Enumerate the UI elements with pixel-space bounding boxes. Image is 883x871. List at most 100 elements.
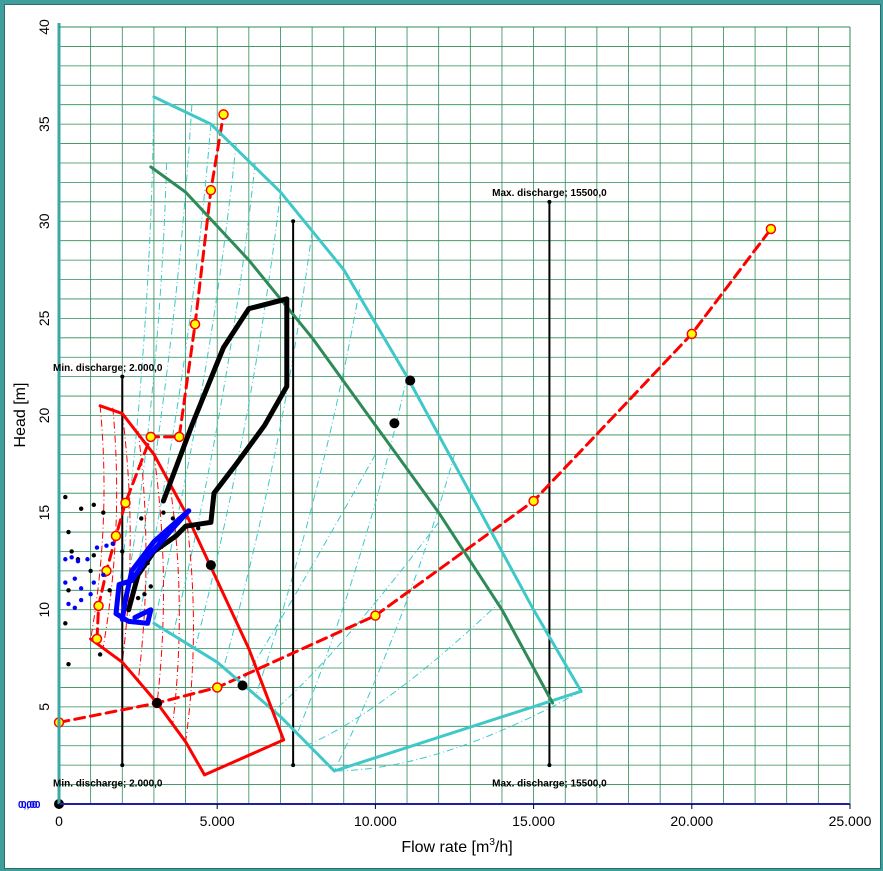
envelope-outer	[152, 95, 583, 693]
y-tick-label: 25	[36, 310, 52, 326]
speed-curve	[223, 230, 313, 669]
discharge-limit-end	[291, 763, 296, 768]
system-curve-marker	[93, 600, 104, 612]
labels: Flow rate [m3/h] Head [m] 0 5.000 10.000 15…	[12, 19, 872, 856]
operating-point-small	[161, 510, 166, 515]
operating-point-small	[145, 560, 150, 566]
x-tick-label: 5.000	[200, 813, 235, 829]
operating-point-small	[66, 529, 71, 535]
operating-point-small	[91, 502, 97, 508]
measured-point	[94, 545, 100, 550]
system-curve-marker	[218, 109, 229, 120]
y-tick-label: 15	[36, 505, 52, 521]
gridlines	[59, 27, 850, 804]
speed-curve	[254, 289, 361, 698]
measured-point	[110, 541, 115, 546]
operating-point-small	[142, 592, 147, 597]
x-tick-label: 25.000	[829, 813, 872, 829]
operating-point-small	[170, 516, 176, 521]
y-tick-label: 5	[36, 703, 52, 711]
speed-curve	[121, 413, 131, 663]
system-curve-marker	[528, 495, 539, 507]
system-curve-steep	[95, 112, 225, 641]
system-curve-marker	[110, 530, 122, 542]
measured-point	[85, 557, 90, 562]
operating-point-small	[63, 621, 68, 626]
system-curve-marker	[205, 184, 217, 196]
y-axis-title: Head [m]	[12, 383, 29, 448]
operating-point	[205, 560, 216, 571]
speed-curve	[334, 690, 582, 772]
speed-curve	[194, 192, 281, 649]
origin-label-x: 0,00	[18, 800, 38, 811]
operating-point-small	[135, 595, 141, 601]
operating-point	[405, 375, 416, 386]
measured-point	[88, 592, 93, 597]
discharge-limit-end	[547, 763, 552, 768]
y-tick-label: 20	[36, 408, 52, 424]
discharge-annotation: Max. discharge; 15500,0	[492, 779, 607, 790]
x-tick-label: 0	[55, 813, 63, 829]
discharge-limit-end	[120, 374, 125, 379]
system-curve-marker	[765, 223, 777, 235]
chart-frame: Flow rate [m3/h] Head [m] 0 5.000 10.000 15…	[4, 4, 881, 869]
measured-point	[69, 555, 74, 560]
operating-point-small	[107, 588, 112, 593]
speed-curve	[185, 512, 194, 742]
measured-point	[63, 557, 68, 562]
speed-curve	[153, 454, 164, 704]
measured-point	[101, 572, 106, 577]
system-curve-marker	[686, 328, 698, 340]
measured-point	[78, 597, 84, 603]
measured-point	[75, 558, 81, 564]
system-curve-marker	[173, 431, 185, 443]
operating-loop	[126, 296, 290, 613]
operating-point-small	[97, 652, 103, 657]
y-tick-label: 30	[36, 213, 52, 229]
speed-curve	[121, 162, 168, 618]
speed-curve	[273, 522, 440, 712]
discharge-annotation: Min. discharge; 2.000,0	[53, 363, 163, 374]
discharge-limit-end	[120, 763, 125, 768]
speed-curve	[90, 405, 105, 639]
operating-point-small	[91, 553, 97, 558]
system-curve-marker	[91, 633, 103, 645]
operating-point-small	[63, 494, 68, 500]
origin-label-y: 0,00	[21, 800, 41, 811]
speed-curve	[128, 104, 193, 620]
discharge-limit-end	[291, 219, 296, 224]
y-tick-label: 10	[36, 602, 52, 618]
speed-curve	[153, 143, 237, 624]
system-curve-marker	[211, 682, 223, 693]
y-tick-label: 40	[36, 19, 52, 35]
operating-point-small	[196, 525, 201, 531]
measured-point	[66, 601, 71, 607]
series-layer	[57, 95, 773, 777]
operating-point-small	[148, 584, 153, 589]
operating-point-small	[139, 516, 144, 521]
speed-curve	[295, 376, 408, 737]
system-curve-marker	[145, 431, 157, 443]
speed-curve	[102, 407, 118, 647]
operating-point-small	[78, 506, 84, 511]
system-curve-marker	[189, 318, 201, 330]
envelope-red-lower	[89, 637, 286, 777]
operating-point	[389, 418, 400, 429]
operating-point-small	[66, 588, 71, 593]
system-curve-marker	[120, 497, 131, 509]
marker-layer	[53, 109, 777, 809]
pump-performance-chart: Flow rate [m3/h] Head [m] 0 5.000 10.000 15…	[12, 19, 872, 856]
operating-point	[152, 697, 163, 708]
x-tick-label: 20.000	[670, 813, 713, 829]
axes	[57, 23, 851, 809]
envelope-dark	[149, 165, 555, 705]
discharge-annotation: Max. discharge; 15500,0	[492, 188, 607, 199]
speed-curve	[172, 162, 256, 636]
operating-point-small	[120, 549, 125, 554]
y-tick-label: 35	[36, 116, 52, 132]
operating-point-small	[88, 568, 93, 574]
measured-point	[72, 605, 78, 611]
operating-point-small	[69, 549, 74, 554]
operating-point	[237, 680, 248, 691]
x-tick-label: 15.000	[512, 813, 555, 829]
